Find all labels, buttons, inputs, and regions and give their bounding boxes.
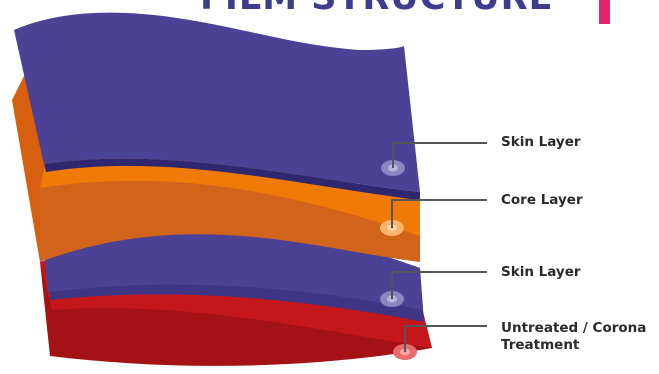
leader-line-core xyxy=(391,199,487,228)
leader-line-skin-1 xyxy=(392,142,487,168)
diagram-title: FILM STRUCTURE xyxy=(200,0,554,18)
leader-line-skin-2 xyxy=(391,271,487,299)
leader-line-treatment xyxy=(404,325,487,352)
leader-lines xyxy=(391,142,487,352)
title-accent-bar xyxy=(599,0,610,24)
label-core-layer: Core Layer xyxy=(501,192,583,208)
upper-skin-layer xyxy=(14,12,420,200)
label-treatment-layer: Untreated / Corona Treatment xyxy=(501,320,647,353)
core-layer xyxy=(12,68,420,262)
label-skin-layer-top: Skin Layer xyxy=(501,134,581,150)
label-skin-layer-bottom: Skin Layer xyxy=(501,264,581,280)
